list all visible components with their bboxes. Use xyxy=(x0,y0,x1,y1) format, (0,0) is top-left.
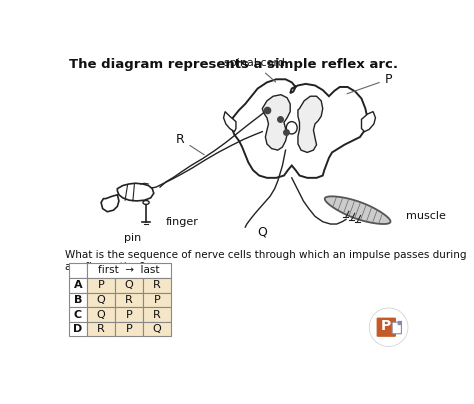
Text: P: P xyxy=(98,280,104,290)
Text: B: B xyxy=(73,295,82,305)
Bar xyxy=(69,278,87,292)
Text: Q: Q xyxy=(97,309,106,320)
Text: R: R xyxy=(97,324,105,334)
Text: D: D xyxy=(73,324,82,334)
Text: R: R xyxy=(125,295,133,305)
Polygon shape xyxy=(362,112,375,132)
Bar xyxy=(87,322,115,337)
Text: Q: Q xyxy=(125,280,133,290)
Text: P: P xyxy=(126,309,132,320)
Text: R: R xyxy=(153,309,161,320)
Text: P: P xyxy=(347,73,392,94)
FancyBboxPatch shape xyxy=(392,322,401,334)
Bar xyxy=(143,292,171,307)
Bar xyxy=(115,278,143,292)
Polygon shape xyxy=(298,96,323,152)
Bar xyxy=(69,322,87,337)
Bar xyxy=(87,292,115,307)
Text: Q: Q xyxy=(257,225,267,238)
Text: P: P xyxy=(126,324,132,334)
FancyBboxPatch shape xyxy=(377,318,396,337)
Bar xyxy=(143,278,171,292)
Text: C: C xyxy=(74,309,82,320)
Polygon shape xyxy=(262,95,290,150)
Text: first  →  last: first → last xyxy=(98,265,160,275)
Bar xyxy=(87,307,115,322)
Ellipse shape xyxy=(286,122,297,134)
Bar xyxy=(87,263,171,278)
Bar xyxy=(69,307,87,322)
Text: P: P xyxy=(381,320,392,333)
FancyBboxPatch shape xyxy=(398,321,402,325)
Bar xyxy=(115,292,143,307)
Polygon shape xyxy=(325,196,391,224)
Text: A: A xyxy=(73,280,82,290)
Bar xyxy=(115,307,143,322)
Bar xyxy=(69,263,87,278)
Bar xyxy=(87,278,115,292)
Text: finger: finger xyxy=(166,217,199,227)
Text: spinal cord: spinal cord xyxy=(224,59,285,82)
Text: What is the sequence of nerve cells through which an impulse passes during a ref: What is the sequence of nerve cells thro… xyxy=(65,250,467,272)
Text: pin: pin xyxy=(124,233,142,243)
Polygon shape xyxy=(231,79,368,178)
Bar xyxy=(69,292,87,307)
Text: R: R xyxy=(176,133,204,155)
Text: P: P xyxy=(154,295,160,305)
Text: Q: Q xyxy=(153,324,161,334)
Text: R: R xyxy=(153,280,161,290)
Text: Q: Q xyxy=(97,295,106,305)
Bar xyxy=(143,307,171,322)
Polygon shape xyxy=(118,183,154,201)
Ellipse shape xyxy=(143,200,149,204)
Polygon shape xyxy=(224,112,236,132)
Text: The diagram represents a simple reflex arc.: The diagram represents a simple reflex a… xyxy=(69,58,398,71)
Bar xyxy=(143,322,171,337)
Ellipse shape xyxy=(369,308,408,347)
Polygon shape xyxy=(101,195,119,212)
Bar xyxy=(115,322,143,337)
Text: muscle: muscle xyxy=(406,211,447,221)
